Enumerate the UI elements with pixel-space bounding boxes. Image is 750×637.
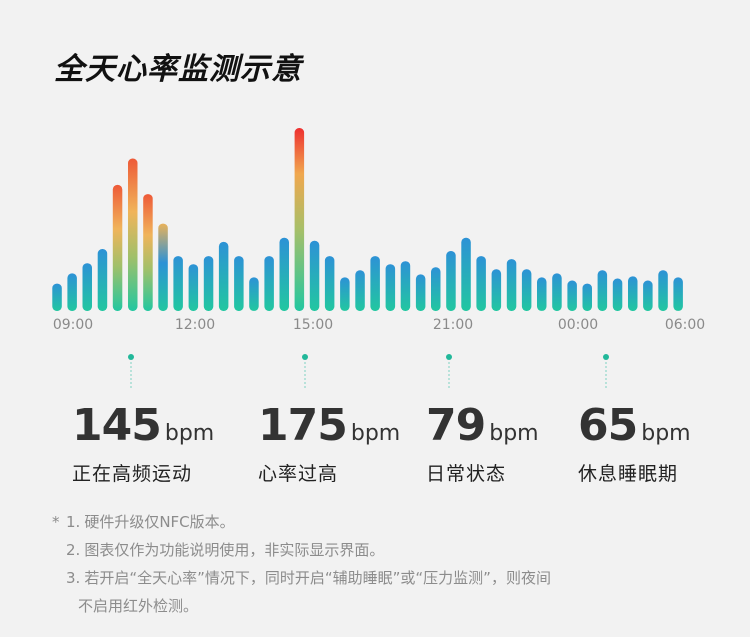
- stat-label: 心率过高: [258, 463, 339, 485]
- chart-bar: [582, 283, 592, 311]
- chart-bar: [112, 184, 123, 311]
- chart-bar: [628, 276, 638, 311]
- chart-bar: [52, 283, 62, 311]
- chart-bar: [476, 256, 486, 311]
- page-title: 全天心率监测示意: [54, 52, 302, 87]
- chart-bar: [294, 128, 305, 311]
- footnote-1: * 1. 硬件升级仅NFC版本。: [52, 508, 551, 536]
- marker-dot: [446, 354, 452, 360]
- chart-bar: [355, 270, 365, 311]
- chart-bar: [203, 256, 214, 311]
- chart-bar: [143, 194, 153, 311]
- stat-label: 日常状态: [426, 463, 507, 485]
- heart-rate-chart: 09:00 12:00 15:00 21:00 00:00 06:00: [52, 128, 705, 389]
- x-tick-label: 09:00: [53, 317, 93, 333]
- chart-bar: [431, 267, 441, 311]
- chart-bar: [264, 256, 274, 311]
- chart-bar: [324, 256, 335, 311]
- marker-dot: [603, 354, 609, 360]
- chart-bar: [521, 269, 532, 311]
- footnote-2: 2. 图表仅作为功能说明使用，非实际显示界面。: [52, 536, 551, 564]
- marker-dot: [302, 354, 308, 360]
- footnote-3-continuation: 不启用红外检测。: [78, 597, 199, 615]
- stat-value: 65: [578, 400, 638, 451]
- footnote-index: 1.: [66, 513, 81, 531]
- chart-bar: [552, 273, 562, 311]
- footnote-star: *: [52, 513, 60, 531]
- chart-bar: [340, 277, 350, 311]
- chart-bar: [173, 256, 183, 311]
- stat-too-high: 175 bpm 心率过高: [258, 400, 400, 486]
- footnote-text: 图表仅作为功能说明使用，非实际显示界面。: [84, 541, 385, 559]
- stat-unit: bpm: [641, 421, 691, 446]
- footnote-index: 3.: [66, 569, 81, 587]
- chart-bar: [400, 261, 411, 311]
- stat-daily: 79 bpm 日常状态: [426, 400, 539, 486]
- chart-bar: [279, 237, 289, 311]
- stat-label: 正在高频运动: [72, 463, 193, 485]
- chart-bar: [67, 273, 77, 311]
- chart-bar: [128, 158, 138, 311]
- x-tick-label: 00:00: [558, 317, 598, 333]
- chart-bar: [673, 277, 683, 311]
- x-tick-label: 12:00: [175, 317, 215, 333]
- stat-unit: bpm: [164, 421, 215, 446]
- stat-value: 175: [258, 400, 348, 451]
- chart-bar: [309, 240, 320, 311]
- footnote-index: 2.: [66, 541, 81, 559]
- chart-bar: [415, 274, 426, 311]
- chart-bar: [597, 270, 608, 311]
- stat-sleep: 65 bpm 休息睡眠期: [578, 400, 691, 486]
- chart-bar: [612, 278, 623, 311]
- marker-dot: [128, 354, 134, 360]
- stat-label: 休息睡眠期: [578, 463, 679, 485]
- chart-bar: [567, 280, 577, 311]
- chart-bar: [461, 237, 471, 311]
- chart-bar: [658, 270, 668, 311]
- chart-bar: [537, 277, 547, 311]
- footnote-text: 若开启“全天心率”情况下，同时开启“辅助睡眠”或“压力监测”，则夜间: [84, 569, 551, 587]
- chart-bar: [188, 264, 199, 311]
- chart-bar: [385, 264, 396, 311]
- chart-bar: [234, 256, 244, 311]
- footnote-text: 硬件升级仅NFC版本。: [84, 513, 235, 531]
- footnotes: * 1. 硬件升级仅NFC版本。 2. 图表仅作为功能说明使用，非实际显示界面。 3.…: [52, 508, 551, 620]
- x-tick-label: 15:00: [293, 317, 333, 333]
- chart-bar: [158, 223, 168, 311]
- chart-bar: [506, 259, 517, 311]
- footnote-3: 3. 若开启“全天心率”情况下，同时开启“辅助睡眠”或“压力监测”，则夜间: [52, 564, 551, 592]
- chart-bar: [370, 256, 380, 311]
- stat-value: 79: [426, 400, 486, 451]
- stat-unit: bpm: [489, 421, 539, 446]
- x-tick-label: 06:00: [665, 317, 705, 333]
- chart-bar: [82, 263, 92, 311]
- stat-high-exercise: 145 bpm 正在高频运动: [72, 400, 214, 486]
- stat-unit: bpm: [350, 421, 401, 446]
- chart-bar: [97, 249, 108, 311]
- chart-bar: [249, 277, 259, 311]
- stat-value: 145: [72, 400, 162, 451]
- chart-bar: [218, 241, 229, 311]
- chart-bar: [491, 269, 502, 311]
- chart-bar: [643, 280, 653, 311]
- chart-bar: [446, 251, 456, 311]
- x-tick-label: 21:00: [433, 317, 473, 333]
